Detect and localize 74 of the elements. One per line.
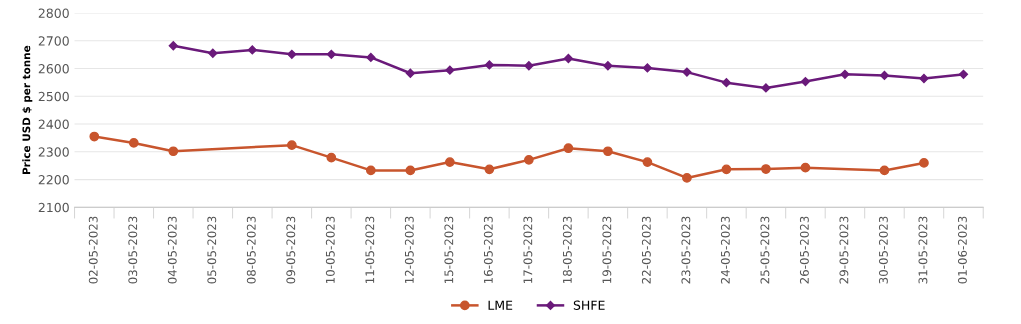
x-tick-label: 03-05-2023 [128, 216, 138, 284]
point [603, 146, 613, 157]
x-tick-label: 08-05-2023 [246, 216, 256, 284]
point [721, 164, 732, 175]
point [405, 165, 416, 176]
x-tick-label: 29-05-2023 [839, 216, 849, 284]
point [365, 165, 376, 176]
x-tick-label: 15-05-2023 [444, 216, 454, 284]
point [444, 157, 455, 167]
x-tick-label: 16-05-2023 [483, 216, 493, 284]
y-tick-label: 2600 [38, 63, 69, 74]
x-tick-label: 12-05-2023 [404, 216, 414, 284]
legend-label: LME [488, 300, 513, 310]
point [642, 63, 653, 73]
point [405, 68, 415, 78]
y-tick-label: 2800 [38, 8, 69, 18]
legend-label: SHFE [573, 300, 605, 310]
point [445, 65, 455, 75]
x-tick-label: 24-05-2023 [720, 216, 730, 284]
point [287, 49, 297, 59]
point [682, 173, 692, 183]
point [484, 164, 495, 175]
x-tick-label: 19-05-2023 [602, 216, 612, 284]
x-tick-label: 26-05-2023 [799, 216, 809, 284]
point [761, 164, 771, 174]
point [208, 48, 218, 58]
point [603, 61, 613, 71]
point [761, 83, 771, 93]
y-tick-label: 2500 [38, 91, 69, 102]
point [563, 53, 574, 64]
point [721, 78, 732, 88]
point [168, 41, 178, 51]
y-tick-label: 2400 [38, 119, 69, 129]
point [168, 146, 179, 157]
x-tick-label: 11-05-2023 [365, 216, 375, 284]
point [563, 143, 574, 154]
point [128, 138, 139, 148]
point [524, 61, 534, 71]
x-tick-label: 10-05-2023 [325, 216, 335, 284]
point [800, 162, 811, 173]
y-axis-title: Price USD $ per tonne [22, 45, 33, 175]
point [958, 69, 969, 79]
x-tick-label: 23-05-2023 [681, 216, 691, 284]
x-tick-label: 18-05-2023 [562, 216, 572, 284]
point [642, 157, 653, 167]
y-tick-label: 2200 [38, 175, 69, 185]
x-tick-label: 05-05-2023 [207, 216, 217, 284]
x-tick-label: 25-05-2023 [760, 216, 770, 284]
point [879, 70, 890, 81]
point [326, 49, 336, 59]
x-tick-label: 09-05-2023 [286, 216, 296, 284]
x-tick-label: 31-05-2023 [918, 216, 928, 284]
point [326, 152, 337, 163]
point [919, 73, 929, 84]
point [800, 76, 811, 87]
point [484, 60, 494, 70]
x-tick-label: 02-05-2023 [88, 216, 98, 284]
point [879, 165, 890, 176]
point [524, 155, 534, 165]
y-tick-label: 2300 [38, 147, 69, 157]
point [286, 140, 297, 151]
x-tick-label: 17-05-2023 [523, 216, 533, 284]
y-tick-label: 2100 [38, 202, 69, 213]
x-tick-label: 22-05-2023 [641, 216, 651, 284]
point [919, 158, 929, 168]
point [247, 45, 257, 55]
x-tick-label: 01-06-2023 [957, 216, 967, 284]
y-tick-label: 2700 [38, 36, 69, 46]
x-tick-label: 04-05-2023 [167, 216, 177, 284]
point [89, 131, 100, 142]
point [682, 67, 692, 77]
point [366, 52, 376, 63]
point [840, 69, 850, 79]
x-tick-label: 30-05-2023 [878, 216, 888, 284]
